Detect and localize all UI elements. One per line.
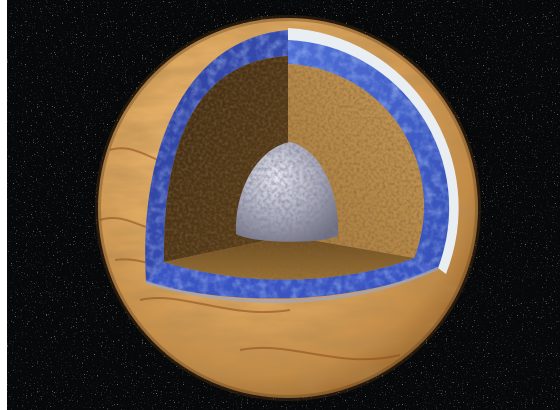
metallic-core — [235, 142, 339, 242]
cutaway-wedge — [145, 28, 459, 304]
image-border — [0, 0, 7, 410]
